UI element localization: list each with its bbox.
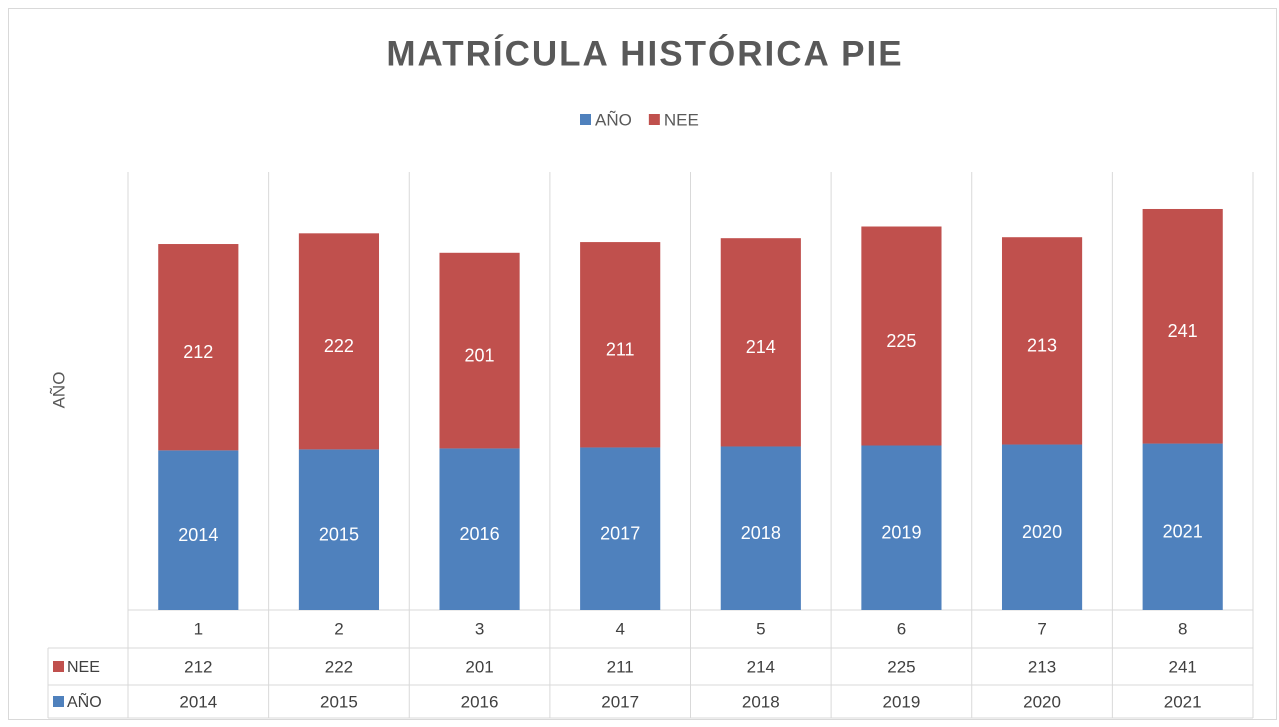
chart-title: MATRÍCULA HISTÓRICA PIE [386,33,903,73]
table-value: 201 [465,657,493,676]
legend-swatch [580,114,591,125]
table-legend-key [53,661,64,672]
table-value: 2019 [883,692,921,711]
bar-segment [580,447,661,610]
table-value: 222 [325,657,353,676]
bar-segment [1142,443,1223,610]
bar-segment [720,446,801,610]
data-label: 211 [606,340,635,360]
bar-segment [158,450,239,610]
table-value: 2016 [461,692,499,711]
bar-segment [861,445,942,610]
bar-segment [580,242,661,448]
bar-segment [298,233,380,450]
data-label: 201 [465,345,495,365]
x-tick-label: 3 [475,619,484,638]
table-value: 211 [607,657,634,676]
table-value: 212 [184,657,212,676]
bar-segment [439,252,520,449]
data-label: 2018 [741,523,781,543]
bar-segment [439,448,520,610]
data-label: 213 [1027,336,1057,356]
bar-segment [298,449,380,610]
data-label: 241 [1168,321,1198,341]
legend-swatch [648,114,660,125]
x-tick-label: 5 [756,619,765,638]
table-value: 214 [747,657,775,676]
bar-segment [1001,444,1083,610]
bar-segment [158,244,239,451]
data-label: 212 [183,342,213,362]
x-tick-label: 6 [897,619,906,638]
data-label: 2021 [1163,522,1203,542]
table-value: 2020 [1023,692,1061,711]
data-label: 2016 [460,524,500,544]
data-label: 2017 [600,523,640,543]
table-value: 2014 [179,692,217,711]
legend-label: AÑO [595,110,632,129]
data-label: 214 [746,337,776,357]
x-tick-label: 2 [334,619,343,638]
bar-segment [1001,237,1083,445]
data-label: 225 [886,331,916,351]
table-legend-key [53,696,64,707]
table-value: 2017 [601,692,639,711]
data-label: 2020 [1022,522,1062,542]
table-value: 2015 [320,692,358,711]
data-label: 2015 [319,524,359,544]
x-tick-label: 8 [1178,619,1187,638]
bar-segment [1142,208,1223,444]
x-tick-label: 1 [194,619,203,638]
table-value: 241 [1169,657,1197,676]
x-tick-label: 4 [615,619,624,638]
data-label: 222 [324,336,354,356]
table-value: 2018 [742,692,780,711]
bar-segment [861,226,942,446]
table-value: 225 [887,657,915,676]
legend-label: NEE [664,110,699,129]
table-value: 2021 [1164,692,1202,711]
table-value: 213 [1028,657,1056,676]
table-series-name: NEE [67,659,100,676]
bar-segment [720,238,801,447]
y-axis-title: AÑO [49,372,68,409]
x-tick-label: 7 [1037,619,1046,638]
table-series-name: AÑO [67,691,102,711]
data-label: 2014 [178,525,218,545]
data-label: 2019 [881,523,921,543]
